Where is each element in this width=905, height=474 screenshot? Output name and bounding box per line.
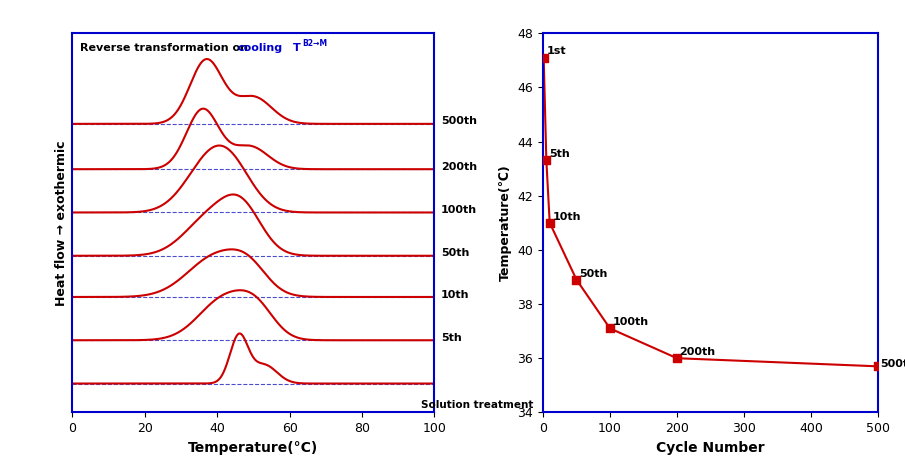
Text: 10th: 10th xyxy=(441,290,469,300)
Point xyxy=(537,54,551,61)
Text: Solution treatment: Solution treatment xyxy=(421,400,533,410)
Point xyxy=(539,157,554,164)
Y-axis label: Heat flow → exothermic: Heat flow → exothermic xyxy=(55,140,68,306)
X-axis label: Temperature(°C): Temperature(°C) xyxy=(188,441,319,455)
Text: 5th: 5th xyxy=(441,333,462,343)
Text: T: T xyxy=(292,43,300,53)
Y-axis label: Temperature(℃): Temperature(℃) xyxy=(499,164,512,281)
Text: 50th: 50th xyxy=(579,269,607,279)
Text: 200th: 200th xyxy=(441,162,477,172)
Text: Reverse transformation on: Reverse transformation on xyxy=(80,43,252,53)
Text: 10th: 10th xyxy=(552,212,581,222)
Text: 5th: 5th xyxy=(549,149,570,159)
Text: 500th: 500th xyxy=(881,359,905,369)
Point xyxy=(603,325,617,332)
Text: 100th: 100th xyxy=(613,317,649,328)
Point xyxy=(871,363,885,370)
Text: 50th: 50th xyxy=(441,248,469,258)
Point xyxy=(569,276,584,283)
Text: 100th: 100th xyxy=(441,205,477,215)
Text: B2→M: B2→M xyxy=(302,39,328,48)
Point xyxy=(542,219,557,227)
Text: cooling: cooling xyxy=(237,43,282,53)
Text: 500th: 500th xyxy=(441,117,477,127)
Text: 1st: 1st xyxy=(547,46,566,56)
Text: 200th: 200th xyxy=(680,347,716,357)
Point xyxy=(670,355,684,362)
X-axis label: Cycle Number: Cycle Number xyxy=(656,441,765,455)
